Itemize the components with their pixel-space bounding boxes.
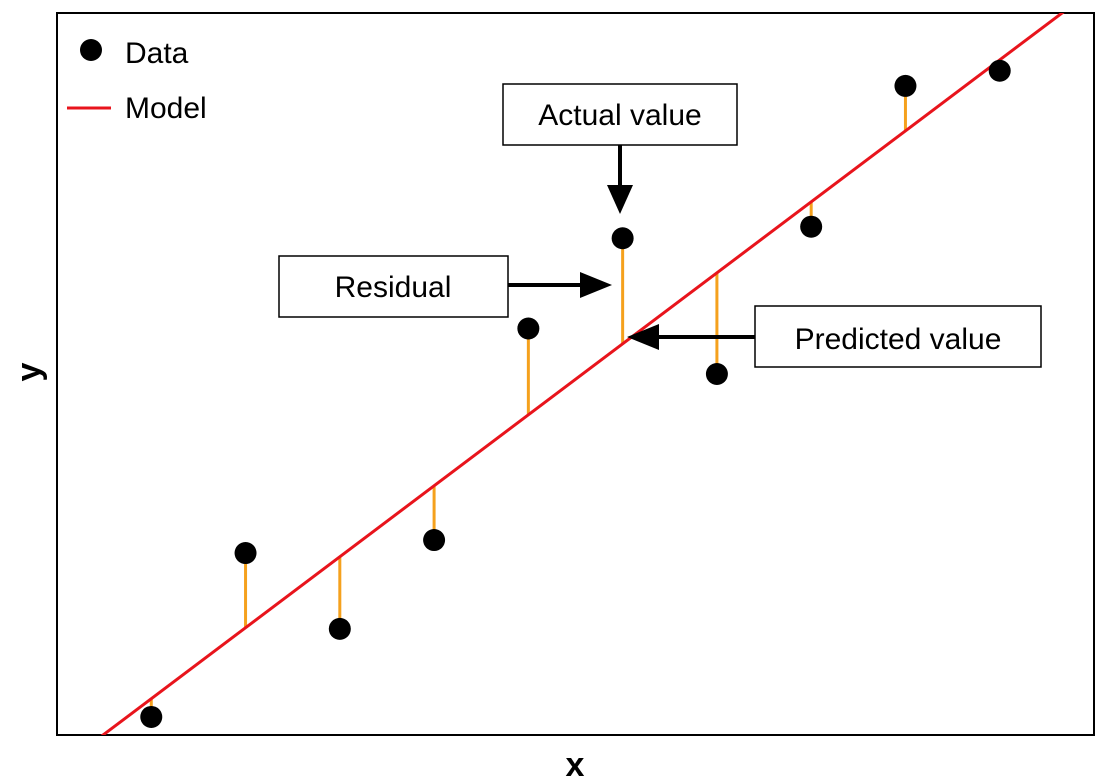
data-point-4: [423, 529, 446, 552]
data-points-group: [140, 59, 1011, 728]
data-point-10: [988, 59, 1011, 82]
data-point-9: [894, 74, 917, 97]
model-line-group: [100, 13, 1065, 735]
residual-arrow-head: [580, 272, 612, 298]
actual-value-arrow-head: [607, 185, 633, 214]
data-point-1: [140, 705, 163, 728]
y-axis-label: y: [10, 362, 48, 381]
annotation-predicted-value: Predicted value: [627, 305, 1042, 368]
data-point-5: [517, 317, 540, 340]
annotation-residual: Residual: [278, 255, 612, 318]
predicted-value-box: [754, 305, 1042, 368]
data-point-7: [705, 363, 728, 385]
model-line: [100, 13, 1065, 735]
predicted-value-label: Predicted value: [795, 323, 1002, 356]
actual-value-label: Actual value: [538, 99, 701, 132]
legend: Data Model: [67, 37, 207, 125]
predicted-value-arrow-head: [627, 324, 659, 350]
legend-data-marker: [80, 39, 102, 61]
legend-model-label: Model: [125, 92, 207, 125]
x-axis-label: x: [566, 746, 585, 784]
residual-label: Residual: [335, 271, 452, 304]
residual-box: [278, 255, 509, 318]
data-point-8: [800, 215, 823, 238]
data-point-3: [328, 617, 351, 640]
data-point-2: [234, 542, 257, 565]
legend-data-label: Data: [125, 37, 189, 70]
annotation-actual-value: Actual value: [502, 83, 738, 214]
data-point-6: [611, 227, 634, 250]
